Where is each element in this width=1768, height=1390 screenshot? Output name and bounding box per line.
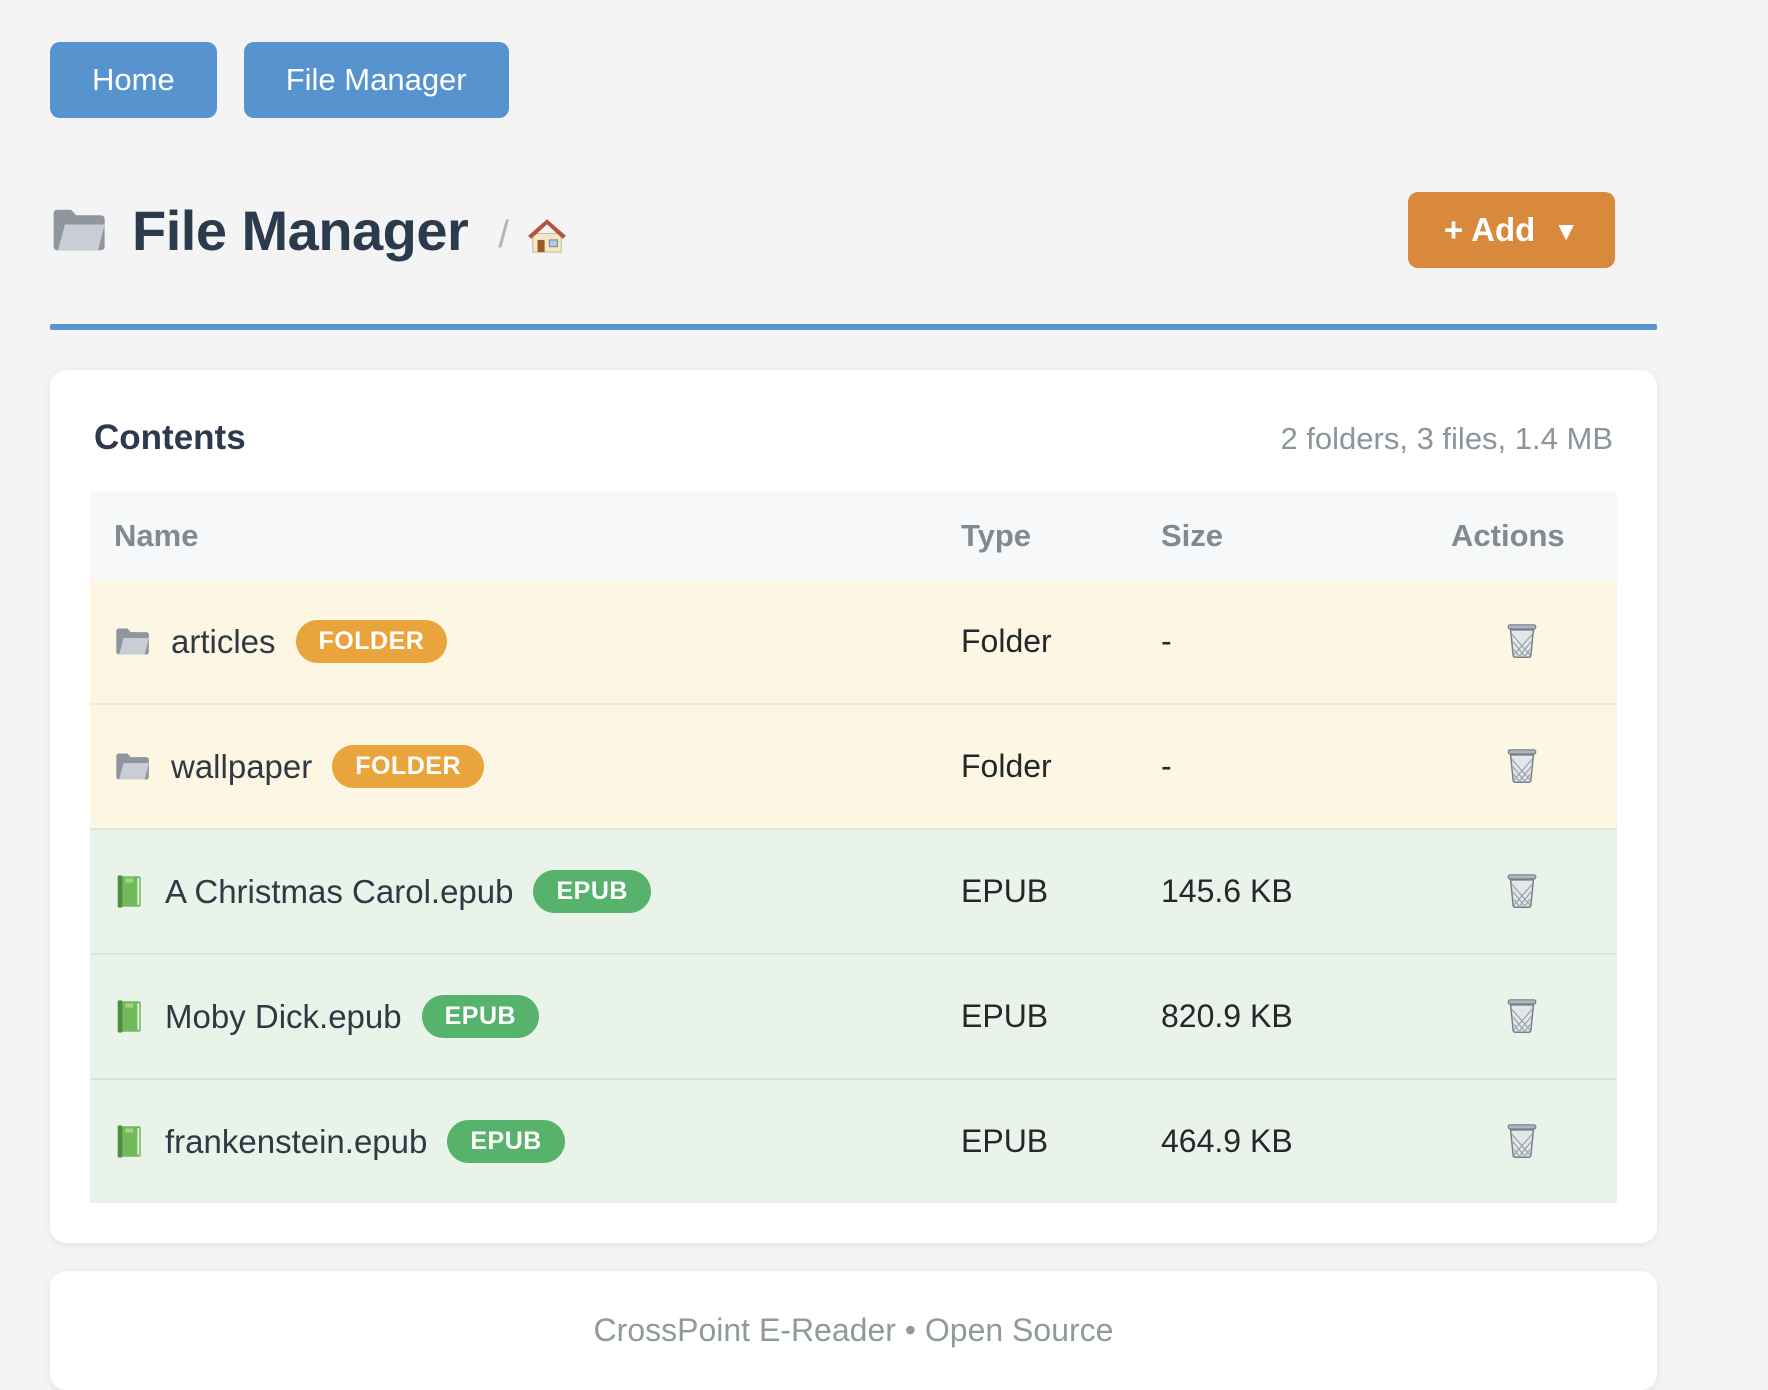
size-cell: -: [1137, 703, 1427, 829]
type-cell: Folder: [937, 703, 1137, 829]
files-table: Name Type Size Actions articles FOLDER F…: [90, 492, 1617, 1203]
breadcrumb: /: [498, 214, 569, 257]
table-row: A Christmas Carol.epub EPUB EPUB 145.6 K…: [90, 828, 1617, 954]
page-title: File Manager: [132, 198, 469, 262]
file-name-link[interactable]: Moby Dick.epub: [165, 997, 402, 1035]
trash-icon: [1504, 1120, 1540, 1159]
file-name-link[interactable]: A Christmas Carol.epub: [165, 872, 514, 910]
breadcrumb-home-link[interactable]: [525, 215, 569, 256]
trash-icon: [1504, 745, 1540, 784]
size-cell: 145.6 KB: [1137, 828, 1427, 954]
size-cell: 820.9 KB: [1137, 953, 1427, 1079]
delete-button[interactable]: [1500, 866, 1544, 913]
file-name-link[interactable]: wallpaper: [171, 747, 313, 785]
size-cell: 464.9 KB: [1137, 1078, 1427, 1203]
top-nav: Home File Manager: [50, 42, 1657, 118]
trash-icon: [1504, 870, 1540, 909]
page-header: File Manager / + Add ▼: [50, 192, 1657, 268]
table-header-row: Name Type Size Actions: [90, 492, 1617, 580]
column-header-actions: Actions: [1427, 492, 1617, 580]
add-button[interactable]: + Add ▼: [1407, 192, 1615, 268]
file-type-badge: FOLDER: [332, 745, 485, 788]
size-cell: -: [1137, 580, 1427, 704]
table-row: articles FOLDER Folder -: [90, 580, 1617, 704]
house-icon: [525, 215, 569, 256]
nav-home-button[interactable]: Home: [50, 42, 217, 118]
contents-heading: Contents: [94, 418, 246, 457]
trash-icon: [1504, 620, 1540, 659]
folder-icon: [50, 205, 108, 255]
footer-card: CrossPoint E-Reader • Open Source: [50, 1271, 1657, 1390]
table-row: wallpaper FOLDER Folder -: [90, 703, 1617, 829]
type-cell: Folder: [937, 580, 1137, 704]
caret-down-icon: ▼: [1553, 215, 1579, 246]
add-button-label: + Add: [1443, 211, 1536, 248]
column-header-type: Type: [937, 492, 1137, 580]
delete-button[interactable]: [1500, 741, 1544, 788]
contents-card-header: Contents 2 folders, 3 files, 1.4 MB: [90, 410, 1617, 458]
table-row: frankenstein.epub EPUB EPUB 464.9 KB: [90, 1078, 1617, 1203]
file-name-link[interactable]: articles: [171, 622, 276, 660]
breadcrumb-separator: /: [498, 213, 509, 256]
table-row: Moby Dick.epub EPUB EPUB 820.9 KB: [90, 953, 1617, 1079]
green-book-icon: [114, 1123, 145, 1160]
file-type-badge: EPUB: [447, 1120, 565, 1163]
delete-button[interactable]: [1500, 991, 1544, 1038]
file-type-badge: EPUB: [421, 995, 540, 1038]
title-underline: [50, 324, 1657, 330]
column-header-name: Name: [90, 492, 937, 580]
folder-icon: [114, 750, 151, 783]
type-cell: EPUB: [937, 828, 1137, 954]
type-cell: EPUB: [937, 953, 1137, 1079]
green-book-icon: [114, 998, 145, 1035]
column-header-size: Size: [1137, 492, 1427, 580]
contents-card: Contents 2 folders, 3 files, 1.4 MB Name…: [50, 370, 1657, 1243]
nav-file-manager-button[interactable]: File Manager: [243, 42, 509, 118]
file-type-badge: FOLDER: [295, 620, 448, 663]
footer-text: CrossPoint E-Reader • Open Source: [593, 1312, 1114, 1348]
type-cell: EPUB: [937, 1078, 1137, 1203]
file-type-badge: EPUB: [533, 870, 651, 913]
contents-summary: 2 folders, 3 files, 1.4 MB: [1280, 421, 1613, 456]
trash-icon: [1504, 995, 1540, 1034]
green-book-icon: [114, 873, 145, 910]
file-name-link[interactable]: frankenstein.epub: [165, 1122, 428, 1160]
delete-button[interactable]: [1500, 1116, 1544, 1163]
page: Home File Manager File Manager / + Add ▼…: [50, 0, 1657, 1390]
delete-button[interactable]: [1500, 616, 1544, 663]
folder-icon: [114, 625, 151, 658]
